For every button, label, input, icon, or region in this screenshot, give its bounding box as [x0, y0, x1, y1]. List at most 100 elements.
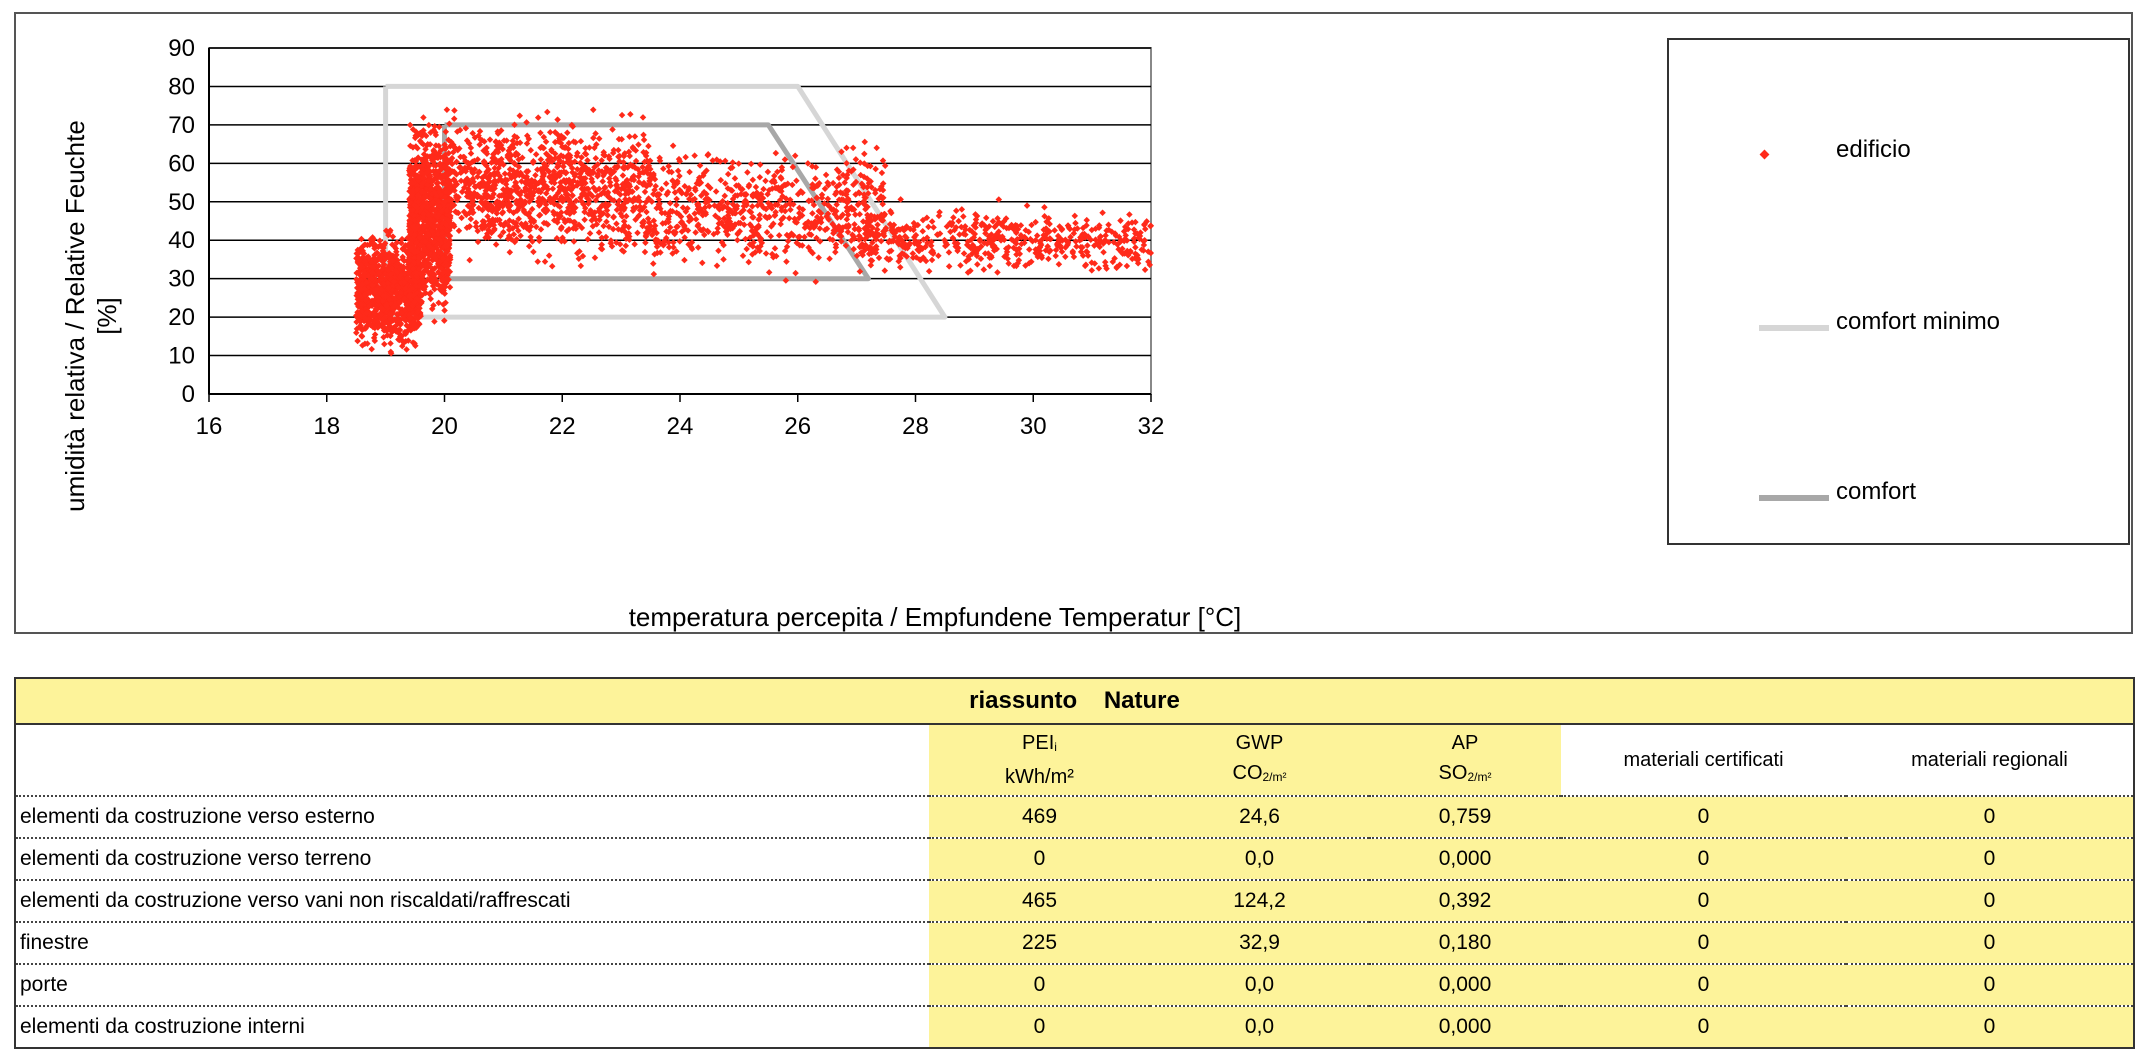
data-point	[641, 248, 649, 256]
data-point	[534, 258, 542, 265]
data-point	[466, 256, 473, 264]
data-point	[353, 269, 360, 277]
data-point	[793, 177, 800, 185]
x-axis-label: temperatura percepita / Empfundene Tempe…	[629, 602, 1242, 632]
cell-regionali: 0	[1846, 838, 2136, 881]
cell-pei: 0	[929, 838, 1150, 881]
cell-gwp: 0,0	[1150, 964, 1369, 1007]
table-row: elementi da costruzione verso terreno 0 …	[14, 838, 2136, 881]
data-point	[1088, 267, 1096, 274]
data-point	[546, 128, 554, 136]
data-point	[777, 220, 784, 228]
summary-header-row: PEIi kWh/m² GWP CO2/m² AP SO2/m² materiali …	[14, 724, 2136, 797]
data-point	[650, 260, 657, 267]
data-point	[544, 108, 551, 116]
data-point	[747, 160, 755, 168]
data-point	[851, 221, 858, 228]
cell-ap: 0,180	[1369, 922, 1561, 965]
row-label: elementi da costruzione verso vani non r…	[14, 880, 929, 923]
data-point	[548, 263, 556, 270]
cell-ap: 0,000	[1369, 838, 1561, 881]
data-point	[734, 236, 741, 244]
cell-pei: 0	[929, 1006, 1150, 1049]
y-tick-label: 60	[168, 150, 195, 177]
data-point	[877, 237, 885, 245]
data-point	[389, 233, 397, 240]
data-point	[673, 201, 680, 209]
y-axis-label-line1: umidità relativa / Relative Feuchte	[60, 120, 90, 512]
cell-certificati: 0	[1561, 838, 1846, 881]
data-point	[387, 340, 394, 347]
data-point	[532, 151, 540, 158]
data-point	[369, 263, 376, 271]
data-point	[527, 146, 535, 154]
data-point	[389, 241, 396, 248]
data-point	[1147, 222, 1154, 230]
data-point	[1126, 211, 1133, 218]
chart-frame: 0 10 20 30 40 50 60 70 80 90 16 18 20 22 24 26 28 30 32 te…	[14, 12, 2133, 634]
data-point	[749, 176, 757, 184]
light-gray-line-icon	[1759, 320, 1829, 338]
cell-gwp: 0,0	[1150, 1006, 1369, 1049]
data-point	[662, 180, 670, 187]
data-point	[641, 188, 649, 196]
data-point	[958, 206, 966, 213]
cell-certificati: 0	[1561, 964, 1846, 1007]
data-point	[405, 337, 412, 344]
legend-label: comfort	[1836, 478, 1917, 505]
table-row: porte 0 0,0 0,000 0 0	[14, 964, 2136, 1007]
data-point	[731, 175, 739, 182]
data-point	[1095, 265, 1103, 272]
data-point	[451, 107, 458, 114]
data-point	[1026, 246, 1033, 253]
data-point	[1062, 253, 1069, 260]
data-point	[401, 246, 408, 254]
data-point	[634, 229, 641, 237]
data-point	[371, 331, 379, 338]
cell-regionali: 0	[1846, 880, 2136, 923]
data-point	[592, 155, 600, 162]
y-tick-label: 10	[168, 343, 195, 370]
summary-title-row: riassunto Nature	[13, 677, 2136, 725]
data-point	[787, 206, 794, 213]
chart-legend: edificio comfort minimo comfort	[1667, 38, 2130, 545]
data-point	[397, 309, 405, 317]
data-point	[826, 255, 833, 263]
data-point	[849, 144, 857, 152]
legend-item-comfort-minimo: comfort minimo	[1669, 302, 2128, 342]
data-point	[541, 258, 549, 265]
y-tick-label: 0	[182, 381, 195, 408]
data-point	[364, 340, 371, 347]
data-point	[786, 215, 793, 222]
data-point	[441, 307, 448, 314]
data-point	[712, 188, 720, 195]
data-point	[674, 167, 682, 175]
cell-certificati: 0	[1561, 922, 1846, 965]
data-point	[403, 322, 410, 329]
cell-ap: 0,000	[1369, 1006, 1561, 1049]
data-point	[720, 256, 727, 263]
data-point	[792, 269, 799, 277]
data-point	[358, 235, 365, 243]
data-point	[724, 170, 732, 178]
data-point	[742, 235, 749, 243]
data-point	[532, 171, 539, 179]
data-point	[843, 144, 850, 152]
data-point	[1100, 248, 1107, 256]
gray-line-icon	[1759, 490, 1829, 508]
data-point	[660, 165, 667, 173]
data-point	[681, 256, 688, 264]
data-point	[878, 169, 886, 177]
data-point	[950, 214, 957, 221]
data-point	[1051, 227, 1058, 234]
data-point	[980, 266, 988, 273]
data-point	[455, 227, 463, 234]
data-point	[387, 350, 395, 357]
cell-certificati: 0	[1561, 880, 1846, 923]
data-point	[635, 141, 642, 148]
data-point	[1123, 262, 1131, 270]
y-axis-label-line2: [%]	[92, 297, 122, 335]
data-point	[784, 237, 792, 245]
data-point	[425, 121, 433, 129]
edificio-points	[353, 106, 1155, 357]
